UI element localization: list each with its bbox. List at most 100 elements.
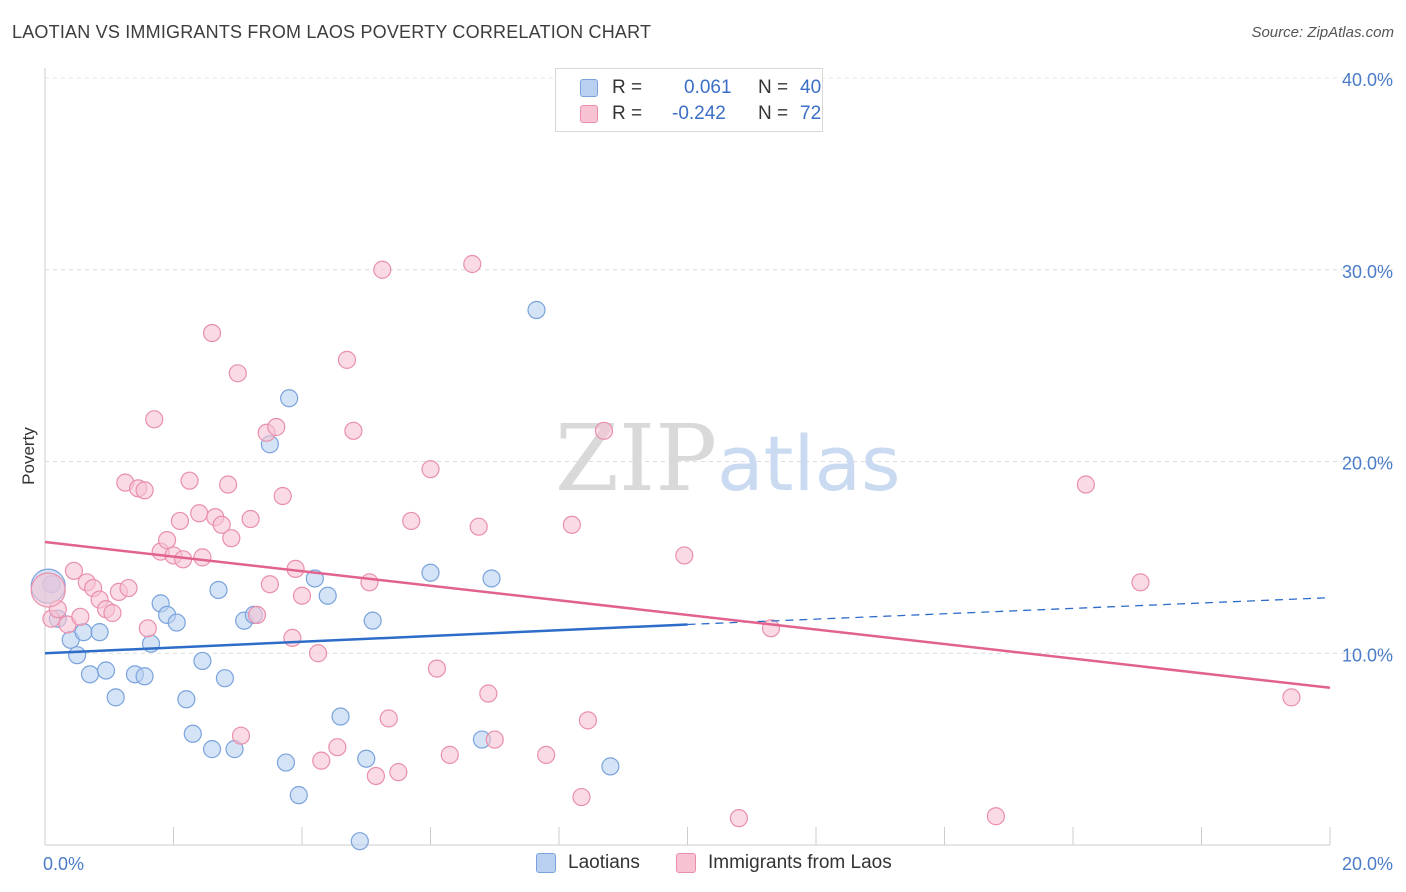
- immigrants-point: [729, 809, 749, 828]
- immigrants-point: [212, 515, 231, 534]
- laotians-point: [167, 613, 186, 632]
- immigrants-point: [389, 763, 408, 782]
- immigrants-point: [402, 511, 421, 531]
- immigrants-point: [572, 787, 591, 807]
- immigrants-point: [1131, 573, 1150, 592]
- laotians-swatch: [536, 853, 556, 873]
- immigrants-point: [440, 745, 459, 764]
- laotians-point: [527, 300, 546, 320]
- immigrants-point: [463, 254, 482, 274]
- legend-r-value: -0.242: [672, 103, 726, 124]
- y-tick-label: 30.0%: [1342, 262, 1393, 282]
- laotians-point: [74, 623, 93, 642]
- immigrants-point: [379, 709, 398, 728]
- immigrants-point: [337, 350, 357, 369]
- immigrants-point: [219, 475, 238, 494]
- laotians-point: [193, 651, 212, 671]
- laotians-point: [177, 690, 196, 709]
- immigrants-point: [469, 517, 488, 536]
- immigrants-point: [190, 504, 209, 523]
- immigrants-point: [292, 586, 312, 605]
- immigrants-points: [30, 254, 1301, 828]
- immigrants-point: [427, 659, 447, 678]
- immigrants-point: [761, 619, 781, 638]
- legend-n-value: 40: [800, 77, 822, 98]
- immigrants-point: [222, 529, 241, 548]
- gridlines: [45, 77, 1395, 654]
- immigrants-point: [537, 745, 556, 764]
- immigrants-point: [485, 730, 504, 749]
- immigrants-point: [157, 531, 177, 550]
- immigrants-point: [170, 511, 190, 531]
- immigrants-point: [675, 546, 694, 565]
- laotians-point: [135, 667, 154, 686]
- immigrants-point: [1282, 688, 1301, 707]
- immigrants-point: [231, 726, 251, 745]
- chart-title: LAOTIAN VS IMMIGRANTS FROM LAOS POVERTY …: [12, 22, 652, 42]
- laotians-point: [363, 611, 382, 630]
- laotians-trend-line: [44, 623, 688, 655]
- immigrants-point: [267, 417, 286, 437]
- laotians-point: [202, 740, 222, 759]
- laotians-point: [350, 832, 369, 851]
- immigrants-point: [421, 460, 440, 479]
- y-axis-label: Poverty: [19, 427, 38, 485]
- legend-r-label: R =: [612, 103, 643, 124]
- watermark-zip: ZIP: [555, 405, 717, 512]
- immigrants-point: [594, 421, 614, 440]
- y-tick-label: 40.0%: [1342, 70, 1393, 90]
- immigrants-point: [193, 548, 212, 567]
- laotians-point: [183, 724, 202, 743]
- laotians-point: [482, 569, 501, 588]
- immigrants-point: [64, 561, 84, 580]
- immigrants-trend-line: [44, 540, 1331, 690]
- laotians-point: [90, 623, 109, 642]
- laotians-point: [280, 389, 299, 408]
- immigrants-point: [228, 364, 247, 383]
- immigrants-point: [241, 509, 260, 529]
- immigrants-point: [328, 738, 347, 757]
- legend-r-value: 0.061: [684, 77, 732, 98]
- laotians-point: [209, 580, 228, 600]
- immigrants-point: [30, 572, 66, 608]
- legend-n-label: N =: [758, 103, 789, 124]
- watermark-atlas: atlas: [717, 419, 901, 508]
- immigrants-point: [138, 619, 157, 638]
- laotians-point: [357, 749, 376, 768]
- immigrants-point: [366, 766, 385, 786]
- immigrants-point: [479, 684, 498, 703]
- immigrants-point: [308, 644, 328, 663]
- correlation-legend: R = 0.061 N = 40 R = -0.242 N = 72: [555, 68, 823, 132]
- laotians-point: [601, 757, 620, 776]
- bottom-legend-label: Laotians: [568, 852, 640, 873]
- laotians-point: [80, 665, 100, 684]
- immigrants-point: [1076, 475, 1095, 494]
- x-tick-label: 20.0%: [1342, 854, 1393, 874]
- immigrants-point: [202, 323, 222, 343]
- trend-lines: [44, 540, 1331, 690]
- laotians-point: [215, 669, 234, 688]
- immigrants-point: [373, 260, 392, 279]
- laotians-point: [96, 661, 116, 680]
- y-tick-label: 20.0%: [1342, 454, 1393, 474]
- tick-labels: 10.0% 20.0% 30.0% 40.0% 0.0% 20.0%: [43, 70, 1393, 874]
- immigrants-point: [273, 486, 292, 506]
- laotians-point: [289, 786, 308, 805]
- immigrants-point: [247, 605, 267, 625]
- immigrants-point: [283, 628, 302, 648]
- x-tick-label: 0.0%: [43, 854, 84, 874]
- y-tick-label: 10.0%: [1342, 645, 1393, 665]
- legend-n-label: N =: [758, 77, 789, 98]
- immigrants-swatch: [676, 853, 696, 873]
- immigrants-point: [135, 481, 154, 500]
- laotians-point: [331, 707, 350, 726]
- laotians-point: [276, 753, 296, 772]
- immigrants-point: [119, 578, 138, 598]
- immigrants-point: [180, 471, 199, 490]
- immigrants-point: [578, 711, 598, 730]
- immigrants-point: [562, 515, 581, 534]
- axes: [44, 68, 1331, 846]
- laotians-point: [68, 646, 87, 665]
- legend-r-label: R =: [612, 77, 643, 98]
